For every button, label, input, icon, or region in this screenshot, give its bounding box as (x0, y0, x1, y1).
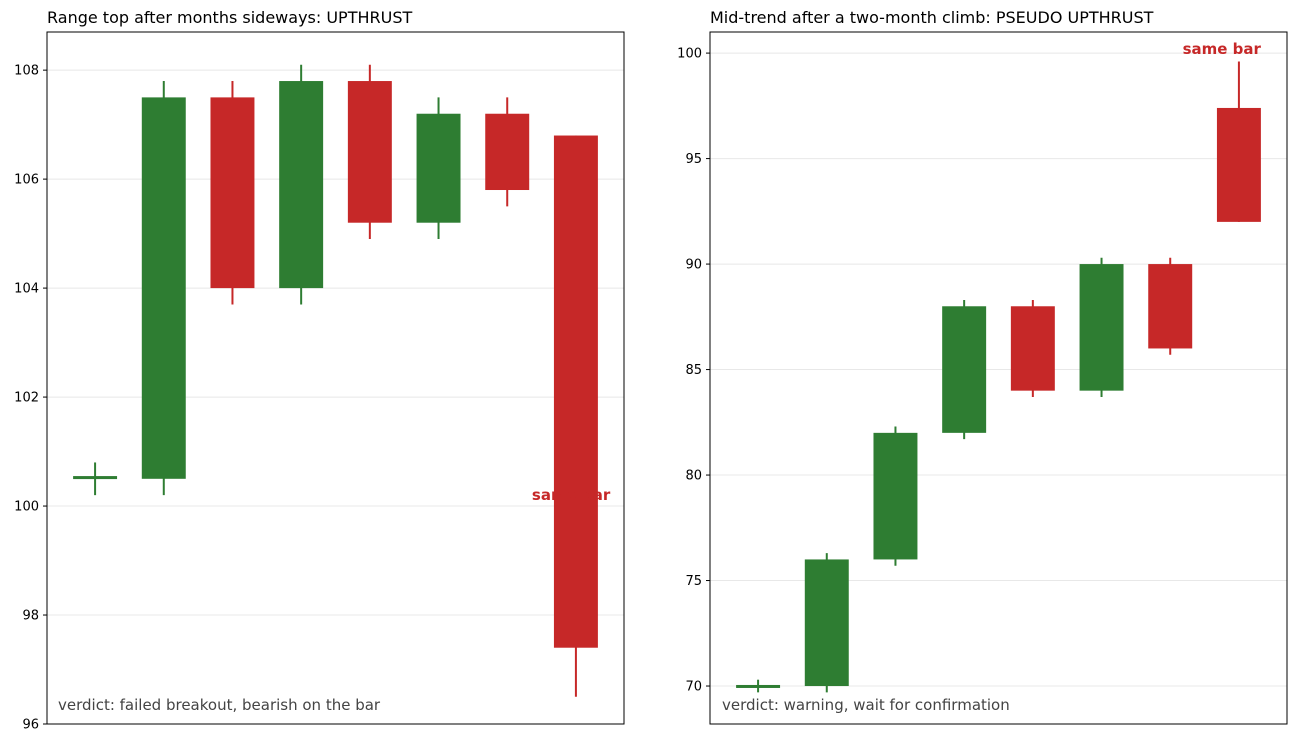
y-axis: 70 75 80 85 90 95 100 (677, 47, 710, 695)
panel-upthrust: Range top after months sideways: UPTHRUS… (14, 8, 625, 733)
candle (736, 679, 781, 693)
candle (1079, 257, 1124, 397)
candle (416, 97, 461, 240)
annotation-same-bar: same bar (1183, 40, 1262, 58)
y-tick-label: 104 (14, 282, 39, 297)
candle-body (1148, 264, 1193, 349)
verdict-text: verdict: failed breakout, bearish on the… (58, 696, 381, 714)
y-tick-label: 100 (14, 500, 39, 515)
y-tick-label: 106 (14, 173, 39, 188)
candle-body (210, 97, 255, 289)
candle (485, 97, 530, 207)
candle-body (1079, 264, 1124, 391)
annotation-same-bar: same bar (532, 486, 611, 504)
candle-body (485, 113, 530, 191)
candle-body (736, 684, 781, 688)
candle (873, 426, 918, 566)
candle-body (73, 476, 118, 480)
chart-title: Range top after months sideways: UPTHRUS… (47, 8, 412, 27)
y-tick-label: 75 (685, 574, 702, 589)
y-tick-label: 98 (22, 609, 39, 624)
candle-body (416, 113, 461, 223)
candle-body (553, 135, 598, 648)
chart-title: Mid-trend after a two-month climb: PSEUD… (710, 8, 1154, 27)
candle (1216, 61, 1261, 222)
y-tick-label: 100 (677, 47, 702, 62)
candle-body (141, 97, 186, 479)
y-tick-label: 95 (685, 152, 702, 167)
y-tick-label: 108 (14, 64, 39, 79)
candle (1010, 299, 1055, 397)
candle-body (1216, 107, 1261, 222)
candle (210, 81, 255, 305)
candle (1148, 257, 1193, 355)
y-tick-label: 70 (685, 680, 702, 695)
candle-body (942, 306, 987, 433)
panel-pseudo-upthrust: Mid-trend after a two-month climb: PSEUD… (677, 8, 1288, 725)
candle (141, 81, 186, 496)
candle (347, 64, 392, 240)
candle (804, 553, 849, 693)
plot-frame (46, 31, 625, 725)
candle-body (804, 559, 849, 687)
candle-body (279, 81, 324, 289)
candle (553, 135, 598, 697)
candle-body (873, 432, 918, 560)
candles (736, 61, 1261, 693)
candle-body (347, 81, 392, 223)
candle (279, 64, 324, 305)
grid (710, 52, 1287, 687)
y-tick-label: 80 (685, 469, 702, 484)
candle (942, 299, 987, 440)
plot-frame (709, 31, 1288, 725)
grid (47, 69, 624, 725)
candles (73, 64, 598, 697)
verdict-text: verdict: warning, wait for confirmation (722, 696, 1010, 714)
candle (73, 462, 118, 496)
y-tick-label: 90 (685, 258, 702, 273)
y-tick-label: 96 (22, 718, 39, 733)
y-tick-label: 85 (685, 363, 702, 378)
candle-body (1010, 306, 1055, 391)
y-tick-label: 102 (14, 391, 39, 406)
y-axis: 96 98 100 102 104 106 108 (14, 64, 47, 733)
